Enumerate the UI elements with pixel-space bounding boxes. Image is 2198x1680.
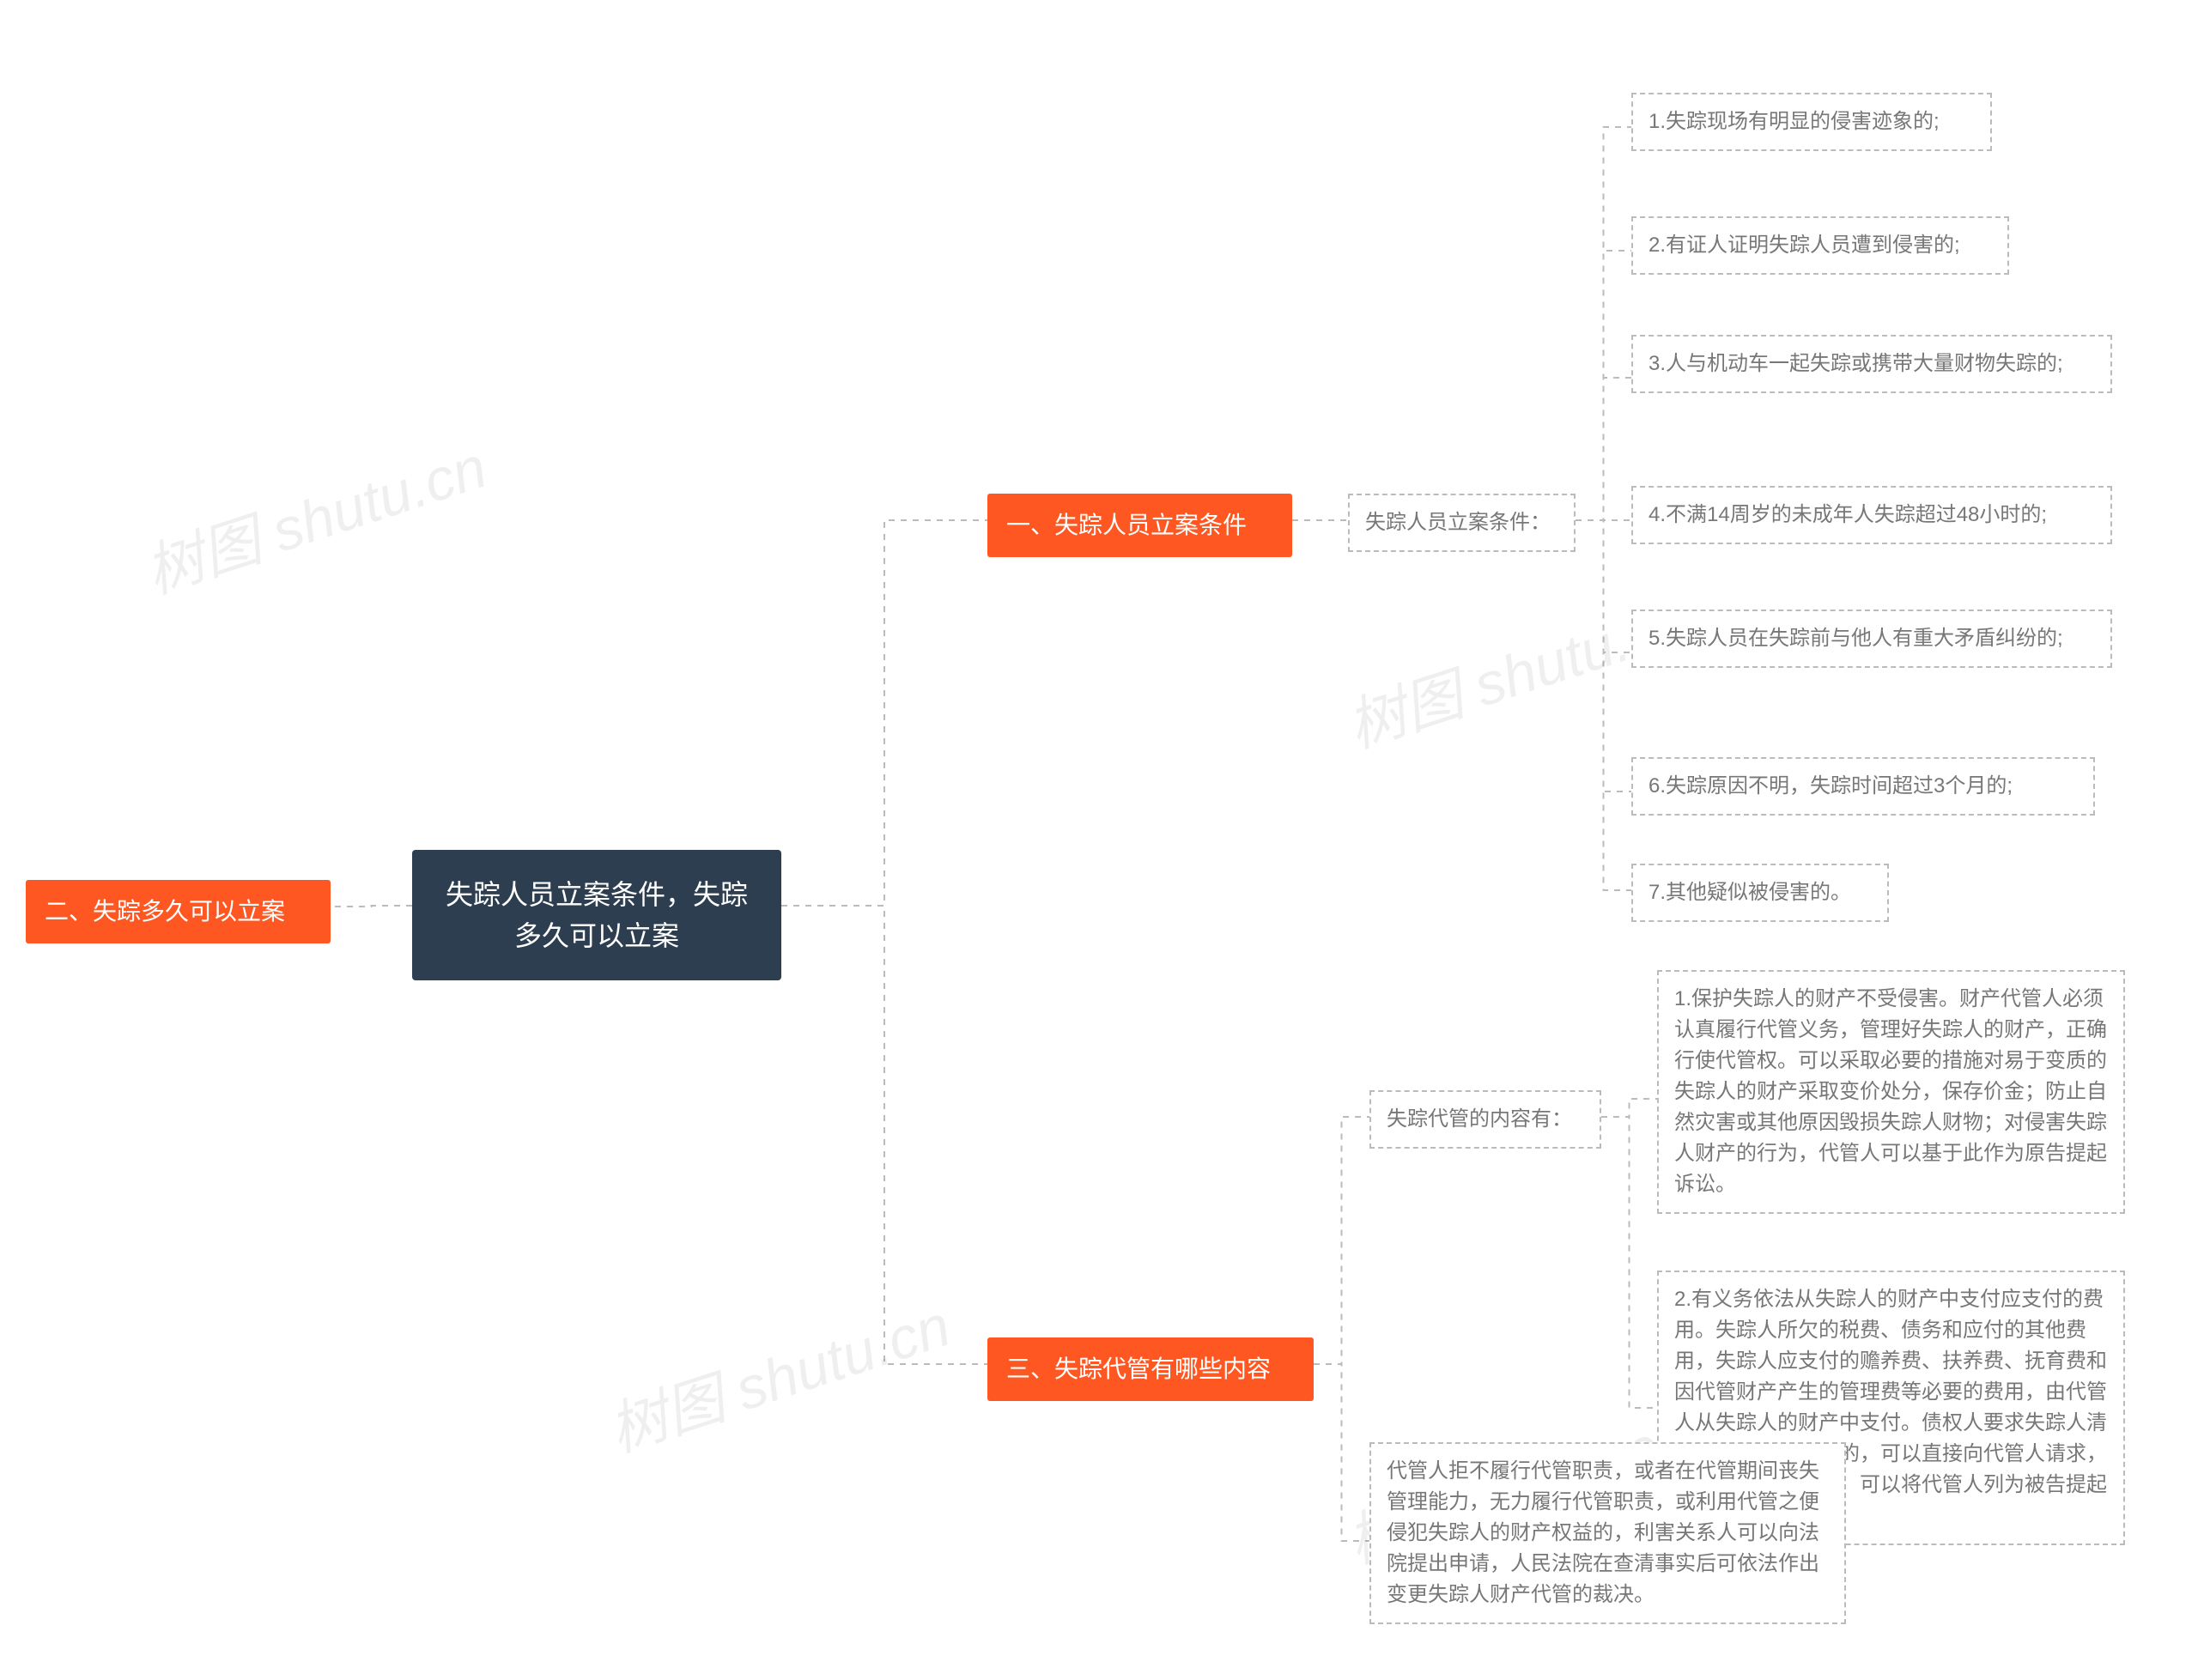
watermark: 树图 shutu.cn bbox=[597, 1278, 959, 1468]
branch-node-1[interactable]: 一、失踪人员立案条件 bbox=[987, 494, 1292, 557]
leaf-condition-2[interactable]: 2.有证人证明失踪人员遭到侵害的; bbox=[1631, 216, 2009, 275]
watermark: 树图 shutu.cn bbox=[1335, 574, 1697, 764]
branch-node-2[interactable]: 二、失踪多久可以立案 bbox=[26, 880, 331, 943]
leaf-condition-3[interactable]: 3.人与机动车一起失踪或携带大量财物失踪的; bbox=[1631, 335, 2112, 393]
leaf-condition-7[interactable]: 7.其他疑似被侵害的。 bbox=[1631, 864, 1889, 922]
leaf-condition-5[interactable]: 5.失踪人员在失踪前与他人有重大矛盾纠纷的; bbox=[1631, 610, 2112, 668]
root-node[interactable]: 失踪人员立案条件，失踪多久可以立案 bbox=[412, 850, 781, 980]
branch-node-3[interactable]: 三、失踪代管有哪些内容 bbox=[987, 1337, 1314, 1401]
mindmap-canvas: 树图 shutu.cn 树图 shutu.cn 树图 shutu.cn 树图 s… bbox=[0, 0, 2198, 1680]
leaf-custody-3[interactable]: 代管人拒不履行代管职责，或者在代管期间丧失管理能力，无力履行代管职责，或利用代管… bbox=[1369, 1442, 1846, 1624]
watermark: 树图 shutu.cn bbox=[133, 420, 495, 610]
leaf-condition-1[interactable]: 1.失踪现场有明显的侵害迹象的; bbox=[1631, 93, 1992, 151]
leaf-custody-1[interactable]: 1.保护失踪人的财产不受侵害。财产代管人必须认真履行代管义务，管理好失踪人的财产… bbox=[1657, 970, 2125, 1214]
sub-node-conditions[interactable]: 失踪人员立案条件： bbox=[1348, 494, 1576, 552]
leaf-condition-6[interactable]: 6.失踪原因不明，失踪时间超过3个月的; bbox=[1631, 757, 2095, 816]
leaf-condition-4[interactable]: 4.不满14周岁的未成年人失踪超过48小时的; bbox=[1631, 486, 2112, 544]
sub-node-custody[interactable]: 失踪代管的内容有： bbox=[1369, 1090, 1601, 1149]
